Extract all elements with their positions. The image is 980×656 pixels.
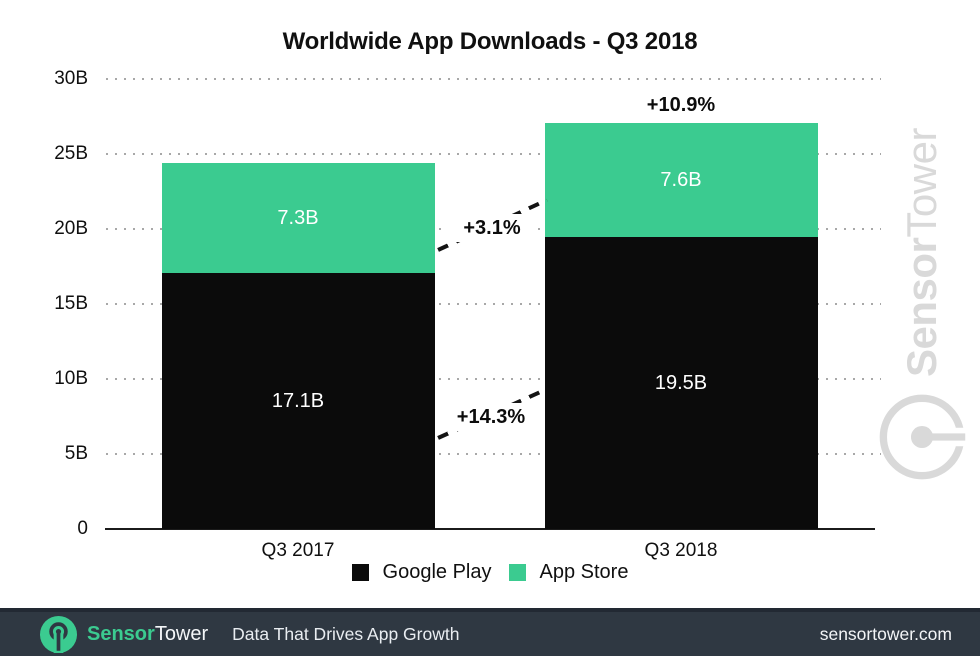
watermark-text-tower: Tower (898, 128, 945, 238)
y-tick-15b: 15B (54, 293, 88, 314)
x-tick-q3-2018: Q3 2018 (644, 540, 718, 561)
bar-value-google-play-q3-2018: 19.5B (654, 371, 708, 394)
gridline-10b (106, 378, 881, 380)
gridline-30b (106, 78, 881, 80)
sensor-tower-logo-icon (40, 615, 77, 653)
chart-legend: Google Play App Store (0, 561, 980, 584)
gridline-25b (106, 153, 881, 155)
chart-title: Worldwide App Downloads - Q3 2018 (282, 28, 698, 55)
bar-segment-google-play-q3-2017 (161, 272, 435, 529)
sensor-tower-watermark: SensorTower (874, 123, 970, 483)
y-tick-0: 0 (77, 518, 88, 539)
gridline-5b (106, 453, 881, 455)
legend-label-google-play: Google Play (382, 561, 492, 583)
google-play-color-swatch (351, 564, 369, 581)
watermark-text: SensorTower (898, 128, 946, 377)
footer-brand: SensorTower (87, 623, 208, 646)
footer-brand-tower: Tower (154, 622, 209, 645)
x-tick-q3-2017: Q3 2017 (261, 540, 335, 561)
y-tick-25b: 25B (54, 143, 88, 164)
legend-item-app-store: App Store (508, 561, 629, 584)
growth-label-app-store-growth: +3.1% (448, 214, 536, 242)
app-store-color-swatch (508, 564, 526, 581)
legend-label-app-store: App Store (539, 561, 629, 583)
y-tick-5b: 5B (64, 443, 88, 464)
total-growth-label: +10.9% (646, 93, 716, 116)
legend-item-google-play: Google Play (351, 561, 492, 584)
bar-value-app-store-q3-2017: 7.3B (277, 206, 319, 229)
footer-tagline: Data That Drives App Growth (232, 623, 460, 644)
bar-segment-app-store-q3-2017 (161, 163, 435, 273)
growth-label-google-play-growth: +14.3% (447, 403, 535, 431)
bar-segment-google-play-q3-2018 (544, 236, 818, 529)
footer-brand-sensor: Sensor (87, 622, 155, 645)
y-tick-10b: 10B (54, 368, 88, 389)
footer-bar: SensorTower Data That Drives App Growth … (0, 608, 980, 656)
bar-segment-app-store-q3-2018 (544, 122, 818, 237)
footer-site-url: sensortower.com (819, 623, 952, 644)
bar-value-app-store-q3-2018: 7.6B (660, 168, 702, 191)
y-tick-30b: 30B (54, 68, 88, 89)
x-axis-line (105, 528, 875, 530)
sensor-tower-logo-icon (879, 394, 968, 480)
gridline-15b (106, 303, 881, 305)
watermark-text-sensor: Sensor (898, 237, 945, 377)
bar-value-google-play-q3-2017: 17.1B (271, 389, 325, 412)
y-tick-20b: 20B (54, 218, 88, 239)
